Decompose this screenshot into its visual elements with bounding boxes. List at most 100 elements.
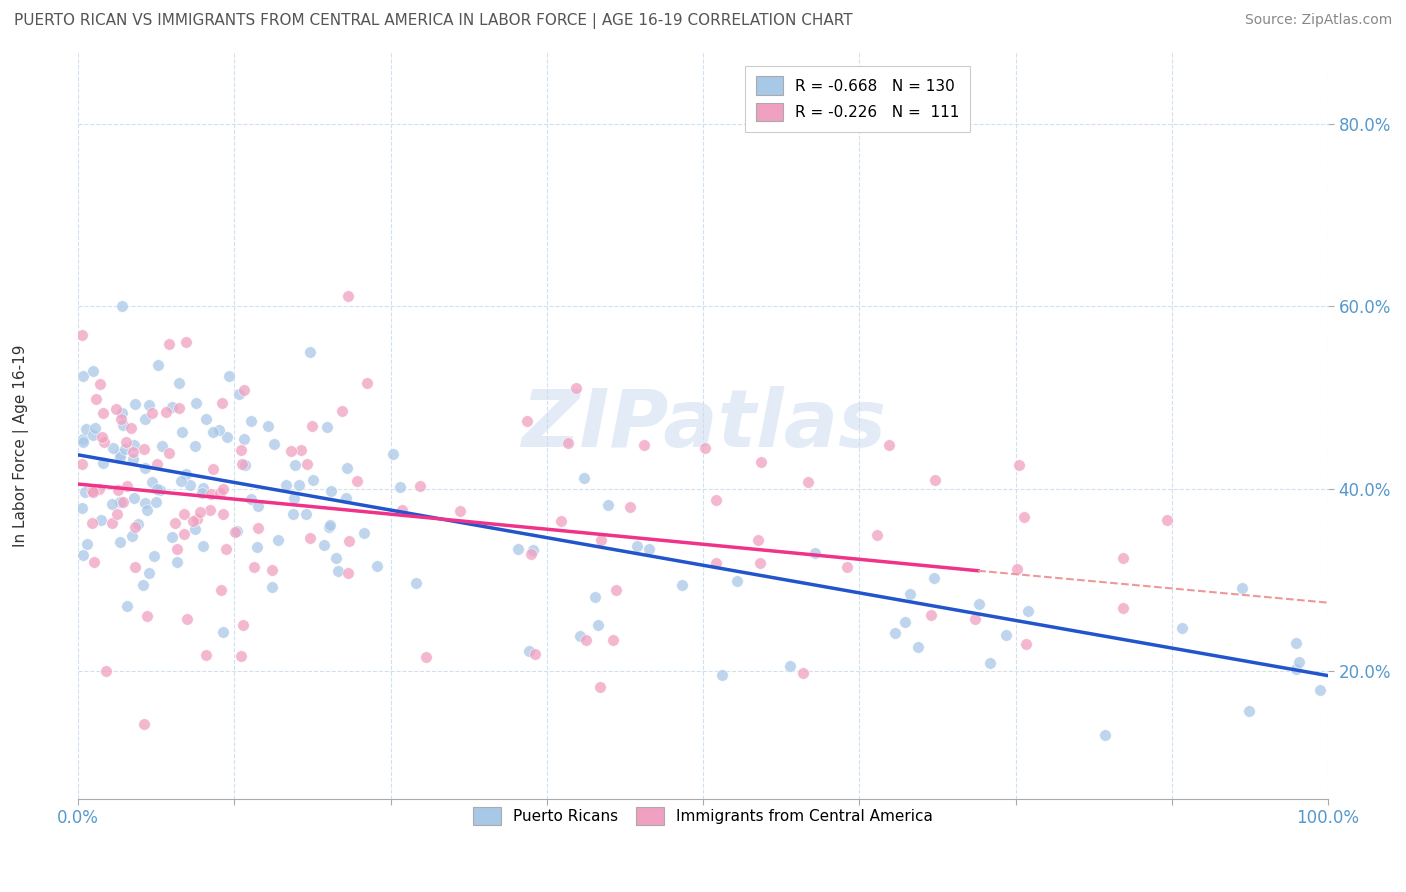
Point: [301, 418, 323, 433]
Point: [298, 531, 321, 545]
Point: [1005, 562, 1028, 576]
Point: [995, 628, 1018, 642]
Point: [633, 438, 655, 452]
Point: [73, 485, 96, 500]
Point: [138, 398, 160, 412]
Point: [82, 483, 104, 498]
Point: [415, 650, 437, 665]
Point: [101, 497, 124, 511]
Point: [157, 446, 180, 460]
Point: [121, 529, 143, 543]
Point: [215, 430, 238, 444]
Point: [183, 439, 205, 453]
Point: [82, 364, 104, 378]
Point: [229, 649, 252, 664]
Point: [70, 328, 93, 343]
Point: [256, 419, 278, 434]
Point: [1309, 682, 1331, 697]
Point: [522, 543, 544, 558]
Point: [695, 441, 717, 455]
Point: [1288, 655, 1310, 669]
Point: [508, 541, 530, 556]
Point: [141, 406, 163, 420]
Point: [232, 384, 254, 398]
Point: [294, 508, 316, 522]
Point: [366, 559, 388, 574]
Point: [247, 500, 270, 514]
Point: [779, 659, 801, 673]
Point: [877, 438, 900, 452]
Point: [602, 632, 624, 647]
Point: [150, 439, 173, 453]
Point: [160, 401, 183, 415]
Point: [212, 482, 235, 496]
Point: [239, 414, 262, 428]
Point: [211, 624, 233, 639]
Point: [318, 519, 340, 533]
Point: [1012, 510, 1035, 524]
Point: [1008, 458, 1031, 472]
Point: [326, 564, 349, 578]
Point: [583, 590, 606, 604]
Point: [179, 478, 201, 492]
Point: [138, 566, 160, 581]
Point: [124, 397, 146, 411]
Point: [104, 401, 127, 416]
Point: [149, 483, 172, 498]
Point: [174, 334, 197, 349]
Point: [792, 666, 814, 681]
Point: [516, 414, 538, 428]
Point: [191, 481, 214, 495]
Point: [145, 495, 167, 509]
Point: [105, 508, 128, 522]
Point: [211, 395, 233, 409]
Point: [449, 504, 471, 518]
Point: [569, 629, 592, 643]
Point: [108, 450, 131, 464]
Point: [224, 525, 246, 540]
Point: [84, 421, 107, 435]
Point: [90, 513, 112, 527]
Point: [143, 549, 166, 563]
Point: [747, 533, 769, 547]
Point: [312, 538, 335, 552]
Point: [967, 597, 990, 611]
Point: [866, 528, 889, 542]
Point: [91, 456, 114, 470]
Point: [1285, 662, 1308, 676]
Point: [75, 422, 97, 436]
Point: [212, 507, 235, 521]
Point: [1112, 551, 1135, 566]
Point: [172, 425, 194, 439]
Point: [565, 381, 588, 395]
Point: [979, 656, 1001, 670]
Point: [589, 680, 612, 694]
Point: [186, 396, 208, 410]
Point: [336, 289, 359, 303]
Point: [200, 487, 222, 501]
Point: [112, 495, 135, 509]
Point: [111, 299, 134, 313]
Point: [198, 503, 221, 517]
Point: [157, 336, 180, 351]
Point: [91, 430, 114, 444]
Point: [82, 485, 104, 500]
Text: PUERTO RICAN VS IMMIGRANTS FROM CENTRAL AMERICA IN LABOR FORCE | AGE 16-19 CORRE: PUERTO RICAN VS IMMIGRANTS FROM CENTRAL …: [14, 13, 852, 29]
Point: [166, 541, 188, 556]
Point: [405, 576, 427, 591]
Point: [91, 406, 114, 420]
Point: [302, 474, 325, 488]
Point: [318, 518, 340, 533]
Point: [82, 428, 104, 442]
Point: [725, 574, 748, 589]
Point: [325, 551, 347, 566]
Point: [336, 460, 359, 475]
Point: [167, 401, 190, 415]
Point: [115, 479, 138, 493]
Point: [167, 376, 190, 391]
Point: [835, 560, 858, 574]
Point: [353, 526, 375, 541]
Point: [1230, 581, 1253, 595]
Point: [80, 516, 103, 530]
Point: [166, 555, 188, 569]
